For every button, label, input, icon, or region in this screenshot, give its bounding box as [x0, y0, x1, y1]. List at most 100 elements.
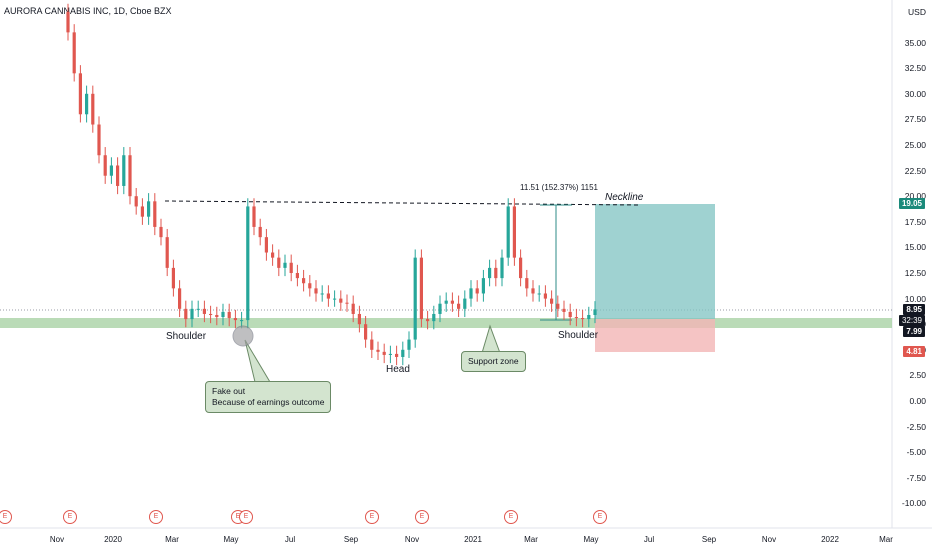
time-tick-label: 2020 — [104, 535, 122, 544]
fakeout-pointer — [244, 339, 271, 383]
price-tick-label: -7.50 — [906, 472, 926, 483]
candle-body — [178, 288, 182, 309]
price-tick-label: 22.50 — [904, 165, 926, 176]
earnings-marker-icon[interactable]: E — [415, 510, 429, 524]
earnings-marker-icon[interactable]: E — [593, 510, 607, 524]
earnings-marker-icon[interactable]: E — [0, 510, 12, 524]
candle-body — [500, 257, 504, 279]
candle-body — [426, 319, 430, 322]
candle-body — [450, 300, 454, 304]
candle-body — [568, 311, 572, 318]
price-tick-label: 30.00 — [904, 88, 926, 99]
currency-label: USD — [908, 7, 926, 17]
candle-body — [556, 303, 560, 309]
time-tick-label: Mar — [879, 535, 893, 544]
candle-body — [432, 313, 436, 322]
candle-body — [128, 155, 132, 197]
candle-body — [221, 311, 225, 318]
shoulder-left-label: Shoulder — [166, 331, 207, 342]
fakeout-callout: Fake out Because of earnings outcome — [205, 381, 332, 413]
candle-body — [103, 155, 107, 176]
candle-body — [240, 320, 244, 322]
candle-body — [171, 267, 175, 289]
time-tick-label: Nov — [761, 535, 777, 544]
candle-body — [537, 293, 541, 295]
countdown-badge: 32:39 — [898, 315, 925, 326]
support-zone-band — [0, 318, 892, 328]
support-pointer — [481, 324, 501, 354]
price-tick-label: 25.00 — [904, 140, 926, 150]
candle-body — [469, 288, 473, 299]
candle-body — [295, 273, 299, 279]
support-price-badge: 7.99 — [903, 326, 925, 337]
fakeout-circle — [232, 325, 254, 347]
earnings-marker-icon[interactable]: E — [239, 510, 253, 524]
price-tick-label: 27.50 — [904, 114, 926, 125]
time-tick-label: Mar — [165, 535, 179, 544]
candle-body — [488, 267, 492, 279]
candle-body — [543, 293, 547, 299]
candle-body — [339, 298, 343, 303]
candle-body — [209, 313, 213, 315]
stop-zone — [595, 319, 715, 352]
candle-body — [401, 349, 405, 357]
earnings-marker-icon[interactable]: E — [504, 510, 518, 524]
candle-body — [109, 165, 113, 176]
candle-body — [147, 201, 151, 217]
time-tick-label: Jul — [284, 535, 296, 544]
price-tick-label: 12.50 — [904, 268, 926, 278]
price-tick-label: 10.00 — [904, 293, 926, 304]
candle-body — [357, 313, 361, 325]
time-tick-label: Sep — [343, 535, 359, 544]
candle-body — [66, 11, 70, 33]
earnings-marker-icon[interactable]: E — [63, 510, 77, 524]
candle-body — [438, 303, 442, 314]
price-tick-label: 15.00 — [904, 242, 926, 253]
candle-body — [264, 237, 268, 253]
candle-body — [333, 298, 337, 300]
candle-body — [587, 314, 591, 320]
candle-body — [475, 288, 479, 294]
candle-body — [190, 308, 194, 320]
candle-body — [196, 308, 200, 310]
candlestick-series — [66, 3, 597, 366]
candle-body — [370, 339, 374, 350]
stop-price-badge: 4.81 — [903, 346, 925, 357]
candle-body — [376, 349, 380, 352]
target-zone — [595, 204, 715, 319]
fakeout-line1: Fake out — [212, 386, 246, 396]
candle-body — [407, 339, 411, 350]
price-tick-label: -10.00 — [901, 498, 926, 509]
time-tick-label: May — [223, 535, 239, 544]
target-price-badge: 19.05 — [898, 198, 925, 209]
candle-body — [97, 124, 101, 156]
candle-body — [512, 206, 516, 258]
price-tick-label: -5.00 — [906, 447, 926, 458]
candle-body — [202, 308, 206, 314]
candle-body — [258, 226, 262, 238]
candle-body — [122, 155, 126, 186]
candle-body — [494, 267, 498, 279]
earnings-marker-icon[interactable]: E — [149, 510, 163, 524]
time-tick-label: Sep — [701, 535, 717, 544]
candle-body — [78, 73, 82, 115]
candle-body — [581, 318, 585, 320]
price-tick-label: 32.50 — [904, 63, 926, 74]
candle-body — [134, 196, 138, 207]
time-tick-label: Mar — [524, 535, 538, 544]
candle-body — [85, 93, 89, 115]
candle-body — [550, 298, 554, 304]
candle-body — [574, 317, 578, 319]
candle-body — [233, 318, 237, 321]
earnings-marker-icon[interactable]: E — [365, 510, 379, 524]
candle-body — [140, 206, 144, 217]
candle-body — [413, 257, 417, 340]
candle-body — [184, 308, 188, 320]
candle-body — [531, 288, 535, 294]
candle-body — [271, 252, 275, 258]
shoulder-right-label: Shoulder — [558, 330, 599, 341]
candle-body — [345, 302, 349, 304]
price-tick-label: -2.50 — [906, 421, 926, 432]
symbol-title: AURORA CANNABIS INC, 1D, Cboe BZX — [4, 6, 172, 16]
